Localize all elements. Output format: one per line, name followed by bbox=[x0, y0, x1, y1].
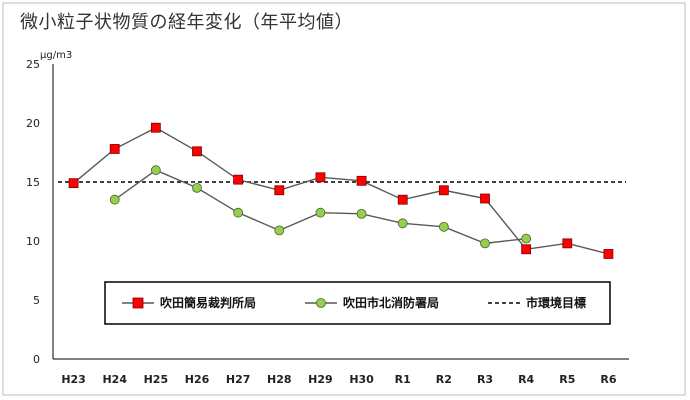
y-tick-label: 5 bbox=[33, 294, 40, 307]
series-1-point bbox=[109, 144, 120, 154]
axes: 0 5 10 15 20 25 H23 H24 H25 H26 H27 H28 H29 H30 R1 R2 R3… bbox=[26, 58, 629, 386]
series-1-point bbox=[562, 238, 573, 249]
x-tick-label: R1 bbox=[395, 373, 411, 386]
series-1-point bbox=[315, 172, 326, 183]
series-2-point bbox=[315, 207, 326, 218]
series-2-point bbox=[480, 238, 490, 249]
series-2-point bbox=[150, 165, 161, 176]
series-1-line bbox=[73, 126, 609, 255]
series-1-point bbox=[274, 185, 285, 196]
y-tick-label: 20 bbox=[26, 117, 40, 130]
y-tick-label: 15 bbox=[26, 176, 40, 189]
legend: 吹田簡易裁判所局 吹田市北消防署局 市環境目標 bbox=[104, 281, 611, 325]
legend-label-series-2: 吹田市北消防署局 bbox=[343, 295, 439, 310]
series-1-point bbox=[438, 185, 449, 196]
x-tick-label: H23 bbox=[61, 373, 86, 386]
x-tick-label: H28 bbox=[267, 373, 292, 386]
legend-box bbox=[104, 281, 611, 325]
series-group bbox=[68, 122, 614, 259]
x-tick-label: R6 bbox=[600, 373, 616, 386]
series-2-point bbox=[109, 194, 120, 205]
series-1-point bbox=[521, 244, 532, 255]
series-1-point bbox=[233, 174, 244, 185]
series-1-point bbox=[603, 249, 614, 259]
series-1-point bbox=[68, 178, 79, 189]
x-tick-label: H29 bbox=[308, 373, 333, 386]
series-1-point bbox=[480, 193, 490, 204]
chart-title: 微小粒子状物質の経年変化（年平均値） bbox=[20, 12, 353, 33]
x-tick-label: H26 bbox=[185, 373, 210, 386]
x-tick-label: R2 bbox=[436, 373, 452, 386]
y-axis-unit-label: μg/m3 bbox=[40, 50, 72, 61]
series-2-point bbox=[521, 233, 532, 244]
series-2-point bbox=[233, 207, 244, 218]
x-tick-label: H30 bbox=[349, 373, 374, 386]
series-1-point bbox=[192, 146, 202, 157]
y-tick-label: 25 bbox=[26, 58, 40, 71]
legend-marker-series-1 bbox=[132, 297, 144, 309]
x-tick-label: H24 bbox=[102, 373, 127, 386]
chart-border bbox=[2, 2, 686, 396]
legend-marker-series-2 bbox=[316, 298, 326, 308]
x-tick-label: H25 bbox=[144, 373, 169, 386]
series-2-point bbox=[192, 182, 202, 193]
y-tick-label: 0 bbox=[33, 353, 40, 366]
series-2-point bbox=[274, 225, 285, 236]
series-1-point bbox=[356, 175, 367, 186]
series-2-point bbox=[397, 218, 408, 229]
legend-label-series-1: 吹田簡易裁判所局 bbox=[160, 295, 256, 310]
series-1-point bbox=[150, 122, 161, 133]
series-2-point bbox=[438, 221, 449, 232]
x-tick-label: R4 bbox=[518, 373, 534, 386]
series-2-point bbox=[356, 208, 367, 219]
x-tick-label: R3 bbox=[477, 373, 493, 386]
legend-label-reference: 市環境目標 bbox=[526, 295, 586, 310]
x-tick-label: H27 bbox=[226, 373, 251, 386]
series-1-point bbox=[397, 194, 408, 205]
x-tick-label: R5 bbox=[559, 373, 575, 386]
y-tick-label: 10 bbox=[26, 235, 40, 248]
